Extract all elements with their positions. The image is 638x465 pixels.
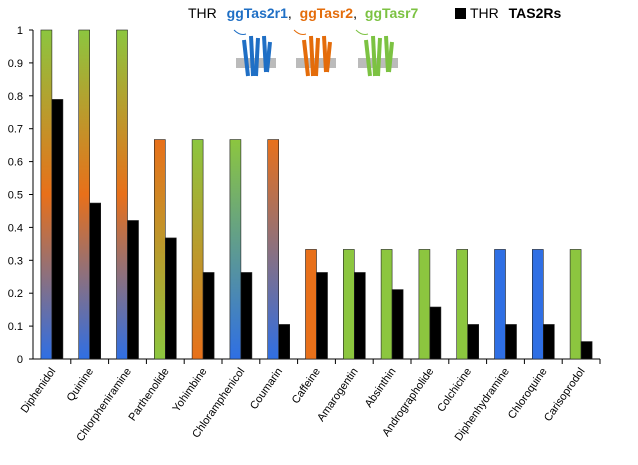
receptor-icon	[293, 29, 336, 77]
bar	[202, 272, 215, 360]
bar	[456, 249, 469, 360]
bar	[278, 324, 291, 360]
y-tick-label: 0.2	[8, 288, 23, 300]
bar	[380, 249, 393, 360]
y-tick-label: 0.1	[8, 321, 23, 333]
bar	[494, 249, 506, 360]
x-tick-label: Coumarin	[248, 366, 285, 412]
legend-label: THR	[188, 5, 217, 21]
bar	[40, 29, 53, 360]
bar	[267, 139, 280, 360]
bar	[116, 29, 128, 360]
x-tick-label: Parthenolide	[126, 366, 171, 423]
y-tick-label: 0.5	[8, 190, 23, 202]
legend-swatch	[455, 8, 466, 19]
y-tick-label: 0.4	[8, 222, 23, 234]
x-tick-label: Yohimbine	[170, 366, 209, 415]
y-tick-label: 0.8	[8, 91, 23, 103]
bar	[391, 289, 404, 360]
legend-label: THR	[470, 5, 499, 21]
legend-separator: ,	[353, 5, 357, 21]
legend-text: THR TAS2Rs	[470, 5, 562, 21]
bar	[191, 139, 204, 360]
bar	[467, 324, 480, 360]
bar	[505, 324, 517, 360]
x-tick-label: Carisoprodol	[542, 366, 588, 424]
bar	[165, 237, 177, 360]
bar	[580, 341, 593, 360]
y-tick-label: 0.6	[8, 157, 23, 169]
y-tick-label: 0.3	[8, 255, 23, 267]
y-tick-label: 0.7	[8, 124, 23, 136]
bar	[240, 272, 253, 360]
x-tick-label: Amarogentin	[315, 366, 361, 424]
bar	[353, 272, 366, 360]
legend-receptor: ggTas2r1	[227, 5, 288, 21]
bar	[531, 249, 544, 360]
bar	[429, 306, 442, 360]
y-tick-label: 0	[17, 354, 23, 366]
x-tick-label: Quinine	[65, 366, 97, 404]
legend-text: THR ggTas2r1, ggTasr2, ggTasr7	[188, 5, 419, 21]
x-tick-label: Absinthin	[363, 366, 399, 410]
bar	[154, 139, 166, 360]
bar	[89, 202, 101, 360]
y-tick-label: 0.9	[8, 58, 23, 70]
bar	[78, 29, 90, 360]
legend-receptor: ggTasr2	[300, 5, 354, 21]
y-tick-label: 1	[17, 25, 23, 37]
bar	[316, 272, 328, 360]
bar	[51, 99, 64, 360]
bar	[305, 249, 317, 360]
x-tick-label: Diphenidol	[19, 366, 59, 415]
bar	[542, 324, 555, 360]
x-tick-label: Colchicine	[435, 366, 474, 414]
bar	[127, 220, 139, 360]
x-tick-label: Caffeine	[290, 366, 323, 406]
receptor-icon	[233, 29, 276, 77]
x-tick-label: Chloroquine	[506, 366, 550, 421]
bar	[569, 249, 582, 360]
legend-receptor: ggTasr7	[365, 5, 419, 21]
legend-separator: ,	[288, 5, 292, 21]
bar	[342, 249, 355, 360]
receptor-icon	[355, 29, 398, 77]
bar	[229, 139, 242, 360]
bar	[418, 249, 431, 360]
legend-label: TAS2Rs	[509, 5, 562, 21]
